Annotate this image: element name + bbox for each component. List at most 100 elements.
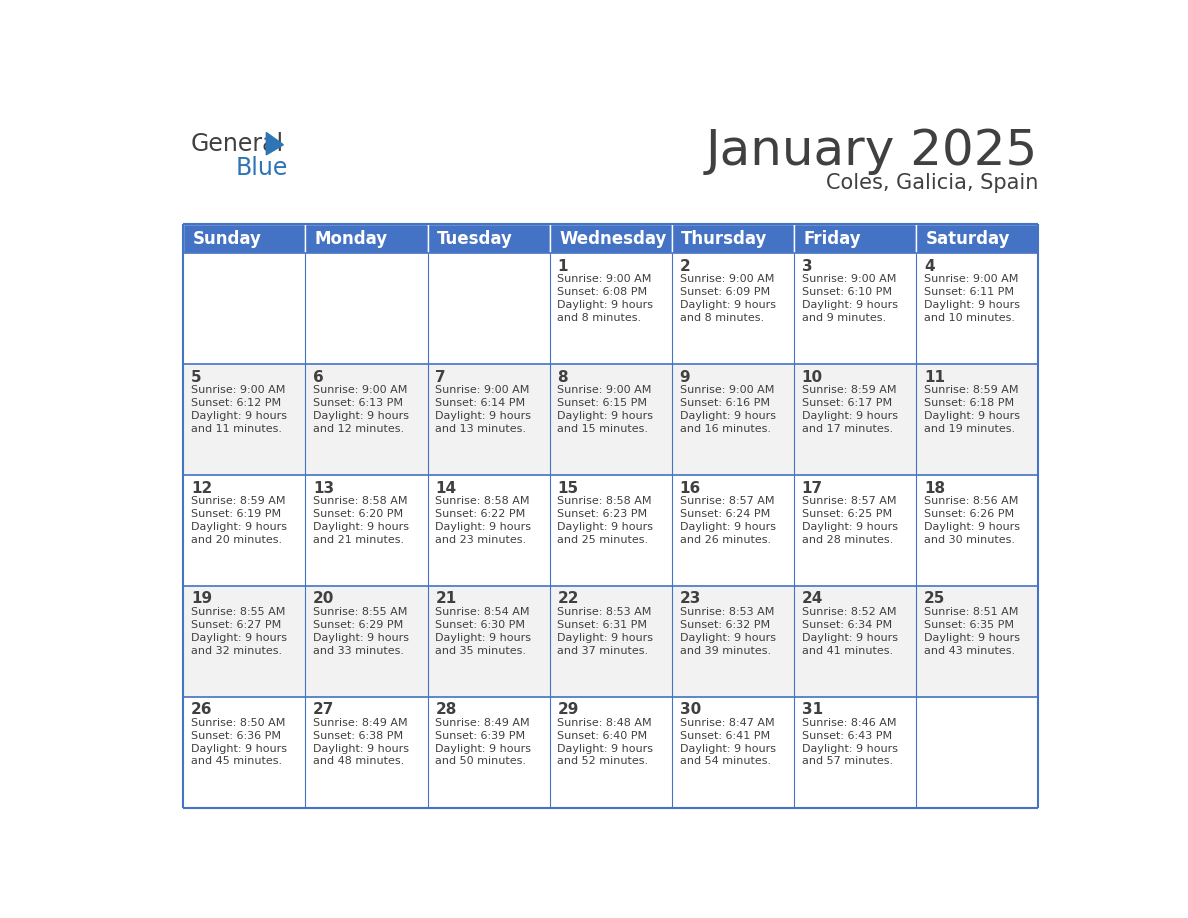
Text: Daylight: 9 hours: Daylight: 9 hours [557, 521, 653, 532]
Text: Daylight: 9 hours: Daylight: 9 hours [191, 411, 287, 421]
Text: Sunset: 6:10 PM: Sunset: 6:10 PM [802, 287, 892, 297]
Text: Coles, Galicia, Spain: Coles, Galicia, Spain [826, 174, 1038, 194]
Text: 1: 1 [557, 259, 568, 274]
Text: Sunrise: 8:58 AM: Sunrise: 8:58 AM [557, 496, 652, 506]
Text: Daylight: 9 hours: Daylight: 9 hours [924, 300, 1019, 310]
Bar [305, 224, 428, 253]
Bar [550, 586, 672, 697]
Text: and 30 minutes.: and 30 minutes. [924, 535, 1015, 544]
Bar [916, 697, 1038, 808]
Text: Sunset: 6:35 PM: Sunset: 6:35 PM [924, 620, 1013, 630]
Bar [916, 364, 1038, 476]
Bar [550, 364, 672, 476]
Text: Sunset: 6:34 PM: Sunset: 6:34 PM [802, 620, 892, 630]
Text: 18: 18 [924, 480, 944, 496]
Text: 12: 12 [191, 480, 213, 496]
Text: Sunset: 6:22 PM: Sunset: 6:22 PM [435, 509, 525, 519]
Text: Sunrise: 8:46 AM: Sunrise: 8:46 AM [802, 718, 896, 728]
Text: Daylight: 9 hours: Daylight: 9 hours [435, 744, 531, 754]
Bar [916, 224, 1038, 253]
Text: 26: 26 [191, 702, 213, 717]
Bar [916, 253, 1038, 364]
Text: 29: 29 [557, 702, 579, 717]
Polygon shape [266, 132, 284, 155]
Text: Daylight: 9 hours: Daylight: 9 hours [191, 633, 287, 643]
Text: Daylight: 9 hours: Daylight: 9 hours [435, 633, 531, 643]
Bar [428, 224, 550, 253]
Text: Daylight: 9 hours: Daylight: 9 hours [802, 300, 898, 310]
Text: Daylight: 9 hours: Daylight: 9 hours [924, 411, 1019, 421]
Text: Daylight: 9 hours: Daylight: 9 hours [802, 411, 898, 421]
Text: and 21 minutes.: and 21 minutes. [314, 535, 404, 544]
Text: 21: 21 [435, 591, 456, 607]
Text: 22: 22 [557, 591, 579, 607]
Text: and 15 minutes.: and 15 minutes. [557, 424, 649, 434]
Text: Sunset: 6:08 PM: Sunset: 6:08 PM [557, 287, 647, 297]
Text: Daylight: 9 hours: Daylight: 9 hours [314, 633, 409, 643]
Text: and 19 minutes.: and 19 minutes. [924, 424, 1015, 434]
Text: and 10 minutes.: and 10 minutes. [924, 313, 1015, 323]
Text: Thursday: Thursday [681, 230, 767, 248]
Text: Sunset: 6:12 PM: Sunset: 6:12 PM [191, 398, 282, 408]
Text: and 35 minutes.: and 35 minutes. [435, 645, 526, 655]
Text: Friday: Friday [803, 230, 861, 248]
Bar [916, 586, 1038, 697]
Text: Sunrise: 9:00 AM: Sunrise: 9:00 AM [680, 385, 773, 395]
Text: Daylight: 9 hours: Daylight: 9 hours [314, 744, 409, 754]
Bar [183, 476, 305, 586]
Text: Sunset: 6:15 PM: Sunset: 6:15 PM [557, 398, 647, 408]
Bar [794, 224, 916, 253]
Text: 9: 9 [680, 370, 690, 385]
Text: Daylight: 9 hours: Daylight: 9 hours [802, 633, 898, 643]
Text: and 11 minutes.: and 11 minutes. [191, 424, 282, 434]
Text: Daylight: 9 hours: Daylight: 9 hours [557, 300, 653, 310]
Text: Sunset: 6:23 PM: Sunset: 6:23 PM [557, 509, 647, 519]
Text: 17: 17 [802, 480, 823, 496]
Text: Daylight: 9 hours: Daylight: 9 hours [557, 744, 653, 754]
Bar [672, 476, 794, 586]
Text: Sunset: 6:29 PM: Sunset: 6:29 PM [314, 620, 404, 630]
Text: and 26 minutes.: and 26 minutes. [680, 535, 771, 544]
Text: Daylight: 9 hours: Daylight: 9 hours [680, 300, 776, 310]
Text: Sunset: 6:41 PM: Sunset: 6:41 PM [680, 731, 770, 741]
Text: Sunrise: 8:53 AM: Sunrise: 8:53 AM [557, 607, 652, 617]
Text: 20: 20 [314, 591, 335, 607]
Text: Sunset: 6:16 PM: Sunset: 6:16 PM [680, 398, 770, 408]
Text: Sunrise: 8:59 AM: Sunrise: 8:59 AM [924, 385, 1018, 395]
Bar [672, 253, 794, 364]
Text: Sunrise: 8:55 AM: Sunrise: 8:55 AM [314, 607, 407, 617]
Text: Sunrise: 8:53 AM: Sunrise: 8:53 AM [680, 607, 773, 617]
Text: and 52 minutes.: and 52 minutes. [557, 756, 649, 767]
Text: Sunrise: 8:57 AM: Sunrise: 8:57 AM [680, 496, 775, 506]
Bar [305, 476, 428, 586]
Bar [794, 586, 916, 697]
Bar [183, 697, 305, 808]
Text: Sunset: 6:39 PM: Sunset: 6:39 PM [435, 731, 525, 741]
Text: and 43 minutes.: and 43 minutes. [924, 645, 1015, 655]
Text: 2: 2 [680, 259, 690, 274]
Text: 3: 3 [802, 259, 813, 274]
Text: Sunset: 6:19 PM: Sunset: 6:19 PM [191, 509, 282, 519]
Text: Sunrise: 9:00 AM: Sunrise: 9:00 AM [314, 385, 407, 395]
Text: Sunset: 6:38 PM: Sunset: 6:38 PM [314, 731, 404, 741]
Text: Sunset: 6:24 PM: Sunset: 6:24 PM [680, 509, 770, 519]
Text: and 8 minutes.: and 8 minutes. [680, 313, 764, 323]
Text: Sunrise: 8:49 AM: Sunrise: 8:49 AM [314, 718, 407, 728]
Bar [794, 476, 916, 586]
Text: and 33 minutes.: and 33 minutes. [314, 645, 404, 655]
Text: Daylight: 9 hours: Daylight: 9 hours [802, 521, 898, 532]
Bar [672, 364, 794, 476]
Text: and 41 minutes.: and 41 minutes. [802, 645, 893, 655]
Text: Sunset: 6:36 PM: Sunset: 6:36 PM [191, 731, 282, 741]
Text: Sunset: 6:11 PM: Sunset: 6:11 PM [924, 287, 1013, 297]
Bar [916, 476, 1038, 586]
Text: and 50 minutes.: and 50 minutes. [435, 756, 526, 767]
Text: Daylight: 9 hours: Daylight: 9 hours [557, 633, 653, 643]
Text: 10: 10 [802, 370, 823, 385]
Text: and 45 minutes.: and 45 minutes. [191, 756, 283, 767]
Bar [428, 253, 550, 364]
Text: and 54 minutes.: and 54 minutes. [680, 756, 771, 767]
Text: Sunset: 6:20 PM: Sunset: 6:20 PM [314, 509, 404, 519]
Bar [428, 586, 550, 697]
Text: 8: 8 [557, 370, 568, 385]
